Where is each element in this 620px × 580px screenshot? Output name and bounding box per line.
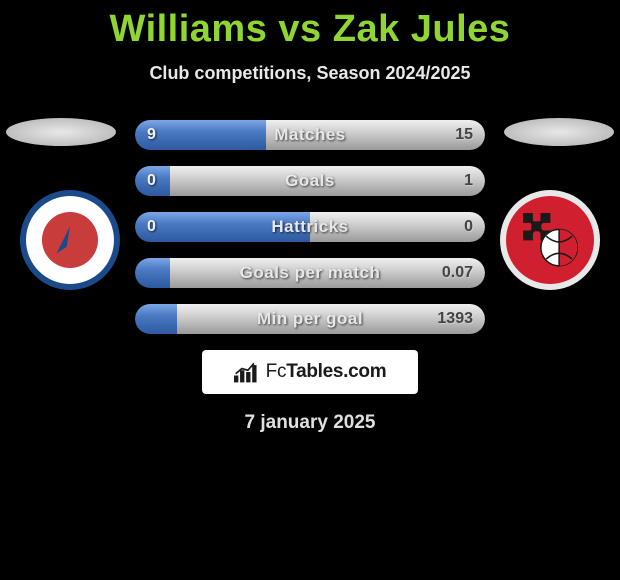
stat-label: Hattricks <box>135 217 485 237</box>
stat-bar: 00Hattricks <box>135 212 485 242</box>
stat-label: Goals per match <box>135 263 485 283</box>
club-crest-icon <box>36 206 104 274</box>
stat-label: Matches <box>135 125 485 145</box>
club-badge-left <box>20 190 120 290</box>
player-shadow-left <box>6 118 116 146</box>
date-label: 7 january 2025 <box>0 412 620 434</box>
brand-box[interactable]: FcTables.com <box>202 350 418 394</box>
stat-bars: 915Matches 01Goals 00Hattricks 0.07Goals pe… <box>135 120 485 334</box>
page-title: Williams vs Zak Jules <box>0 0 620 51</box>
club-badge-right <box>500 190 600 290</box>
comparison-arena: 915Matches 01Goals 00Hattricks 0.07Goals pe… <box>0 120 620 334</box>
stat-bar: 0.07Goals per match <box>135 258 485 288</box>
player-shadow-right <box>504 118 614 146</box>
stat-label: Goals <box>135 171 485 191</box>
stat-bar: 915Matches <box>135 120 485 150</box>
stat-bar: 1393Min per goal <box>135 304 485 334</box>
brand-chart-icon <box>234 361 260 383</box>
stat-label: Min per goal <box>135 309 485 329</box>
brand-text: FcTables.com <box>266 361 387 383</box>
stat-bar: 01Goals <box>135 166 485 196</box>
subtitle: Club competitions, Season 2024/2025 <box>0 63 620 84</box>
club-crest-icon <box>512 202 588 278</box>
